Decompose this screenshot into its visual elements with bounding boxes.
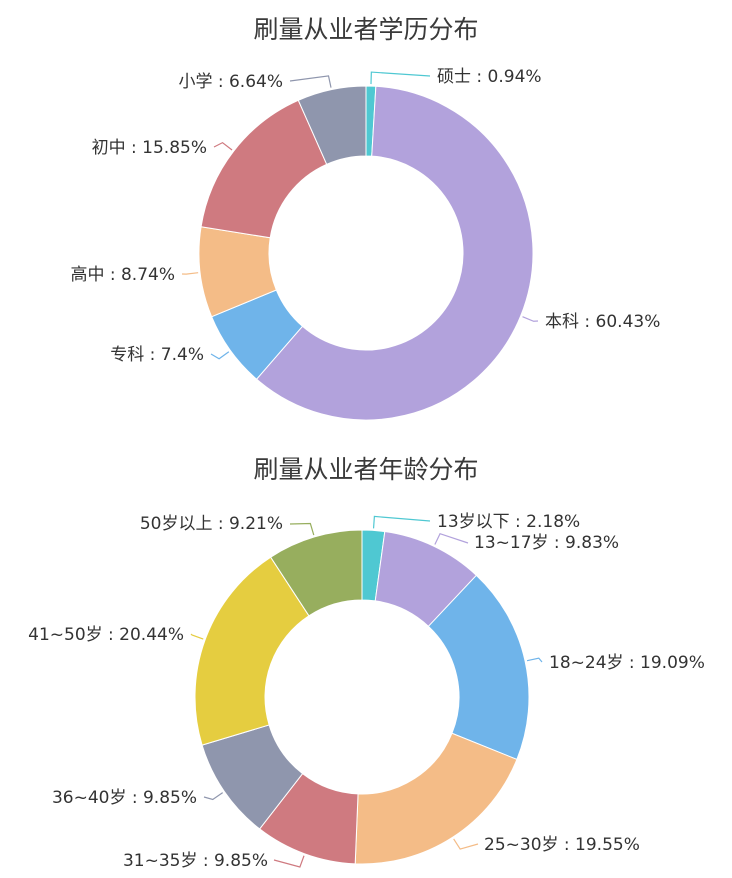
data-label-age-0: 13岁以下 : 2.18% [437, 512, 580, 532]
leader-line-edu-5 [289, 75, 332, 88]
leader-line-age-0 [372, 515, 431, 529]
pie-slice-edu-1 [255, 85, 534, 421]
data-label-edu-3: 高中 : 8.74% [70, 265, 175, 285]
pie-slice-age-3 [354, 732, 518, 865]
data-label-age-2: 18~24岁 : 19.09% [549, 653, 705, 673]
leader-line-edu-2 [210, 351, 230, 360]
education-chart-title: 刷量从业者学历分布 [253, 15, 478, 44]
data-label-age-1: 13~17岁 : 9.83% [474, 533, 619, 553]
data-label-edu-1: 本科 : 60.43% [545, 312, 660, 332]
leader-line-age-4 [273, 855, 305, 868]
data-label-age-4: 31~35岁 : 9.85% [123, 851, 268, 871]
age-donut-chart: 13岁以下 : 2.18%13~17岁 : 9.83% 18~24岁 : 19.0… [28, 512, 705, 871]
education-donut-chart: 硕士 : 0.94% 本科 : 60.43% 专科 : 7.4% 高中 : 8.74%… [70, 67, 660, 421]
data-label-age-6: 41~50岁 : 20.44% [28, 625, 184, 645]
leader-line-age-1 [434, 532, 469, 545]
leader-line-edu-0 [370, 71, 431, 85]
data-label-edu-2: 专科 : 7.4% [110, 345, 204, 365]
age-chart-title: 刷量从业者年龄分布 [253, 455, 478, 484]
leader-line-edu-4 [213, 141, 233, 151]
leader-line-edu-3 [181, 272, 199, 275]
leader-line-edu-1 [522, 316, 539, 322]
leader-line-age-6 [190, 633, 204, 640]
pie-slice-edu-5 [297, 85, 367, 165]
leader-line-age-7 [289, 522, 315, 536]
leader-line-age-2 [526, 657, 543, 663]
pie-slice-age-7 [269, 529, 363, 617]
leader-line-age-5 [203, 792, 224, 801]
data-label-age-5: 36~40岁 : 9.85% [52, 788, 197, 808]
leader-line-age-3 [453, 838, 479, 850]
data-label-edu-4: 初中 : 15.85% [92, 138, 207, 158]
data-label-age-7: 50岁以上 : 9.21% [140, 514, 283, 534]
data-label-age-3: 25~30岁 : 19.55% [484, 835, 640, 855]
data-label-edu-0: 硕士 : 0.94% [437, 67, 542, 87]
data-label-edu-5: 小学 : 6.64% [178, 72, 283, 92]
